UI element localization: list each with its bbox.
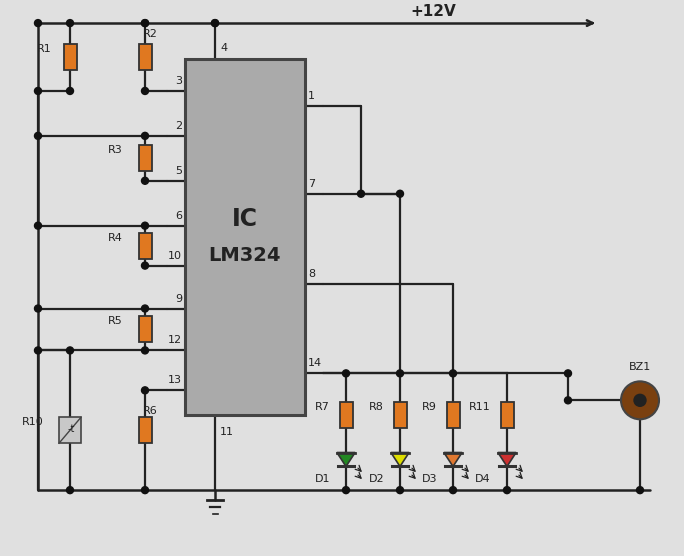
Text: 5: 5 bbox=[175, 166, 182, 176]
Circle shape bbox=[66, 19, 73, 27]
Circle shape bbox=[34, 222, 42, 229]
Circle shape bbox=[343, 370, 350, 377]
Text: D2: D2 bbox=[369, 474, 384, 484]
Circle shape bbox=[142, 19, 148, 27]
Text: 14: 14 bbox=[308, 359, 322, 369]
Bar bbox=[393, 403, 406, 428]
Circle shape bbox=[66, 486, 73, 494]
Circle shape bbox=[621, 381, 659, 419]
Circle shape bbox=[211, 19, 218, 27]
Polygon shape bbox=[337, 453, 355, 466]
Text: R7: R7 bbox=[315, 403, 330, 413]
Text: 10: 10 bbox=[168, 251, 182, 261]
Circle shape bbox=[503, 486, 510, 494]
Circle shape bbox=[397, 486, 404, 494]
Circle shape bbox=[142, 387, 148, 394]
Text: R3: R3 bbox=[108, 145, 123, 155]
Bar bbox=[138, 316, 151, 342]
Circle shape bbox=[358, 190, 365, 197]
Circle shape bbox=[34, 305, 42, 312]
Bar bbox=[64, 44, 77, 70]
Circle shape bbox=[142, 222, 148, 229]
Text: 2: 2 bbox=[175, 121, 182, 131]
Circle shape bbox=[637, 486, 644, 494]
Text: R11: R11 bbox=[469, 403, 491, 413]
Circle shape bbox=[449, 370, 456, 377]
Circle shape bbox=[34, 87, 42, 95]
Circle shape bbox=[634, 394, 646, 406]
Circle shape bbox=[142, 262, 148, 269]
Text: R9: R9 bbox=[422, 403, 437, 413]
Text: BZ1: BZ1 bbox=[629, 363, 651, 373]
Text: R5: R5 bbox=[108, 316, 123, 326]
Text: D4: D4 bbox=[475, 474, 491, 484]
Text: 6: 6 bbox=[175, 211, 182, 221]
Text: 8: 8 bbox=[308, 269, 315, 279]
Text: -t: -t bbox=[67, 424, 75, 434]
Circle shape bbox=[34, 347, 42, 354]
Bar bbox=[138, 44, 151, 70]
Text: D3: D3 bbox=[421, 474, 437, 484]
Text: +12V: +12V bbox=[410, 4, 456, 19]
Circle shape bbox=[397, 190, 404, 197]
Text: 13: 13 bbox=[168, 375, 182, 385]
Text: LM324: LM324 bbox=[209, 246, 281, 265]
Circle shape bbox=[142, 177, 148, 184]
Text: R1: R1 bbox=[37, 44, 52, 54]
Text: R8: R8 bbox=[369, 403, 384, 413]
Circle shape bbox=[142, 19, 148, 27]
Text: R6: R6 bbox=[143, 406, 158, 416]
Text: R10: R10 bbox=[23, 417, 44, 427]
Text: 7: 7 bbox=[308, 179, 315, 188]
Circle shape bbox=[142, 305, 148, 312]
Circle shape bbox=[66, 87, 73, 95]
Text: 4: 4 bbox=[220, 43, 227, 53]
Bar bbox=[138, 418, 151, 443]
Circle shape bbox=[211, 19, 218, 27]
Circle shape bbox=[34, 19, 42, 27]
Bar bbox=[59, 418, 81, 443]
Circle shape bbox=[343, 486, 350, 494]
Text: 9: 9 bbox=[175, 294, 182, 304]
Circle shape bbox=[449, 486, 456, 494]
Polygon shape bbox=[444, 453, 462, 466]
Bar bbox=[185, 59, 305, 415]
Polygon shape bbox=[391, 453, 409, 466]
Bar bbox=[447, 403, 460, 428]
Circle shape bbox=[564, 397, 572, 404]
Circle shape bbox=[34, 132, 42, 140]
Text: IC: IC bbox=[232, 207, 258, 231]
Text: 1: 1 bbox=[308, 91, 315, 101]
Bar bbox=[501, 403, 514, 428]
Bar bbox=[339, 403, 352, 428]
Bar bbox=[138, 232, 151, 259]
Text: D1: D1 bbox=[315, 474, 330, 484]
Bar bbox=[138, 145, 151, 171]
Circle shape bbox=[397, 370, 404, 377]
Circle shape bbox=[564, 370, 572, 377]
Text: 3: 3 bbox=[175, 76, 182, 86]
Circle shape bbox=[142, 486, 148, 494]
Text: 11: 11 bbox=[220, 427, 234, 437]
Text: R2: R2 bbox=[143, 29, 158, 39]
Polygon shape bbox=[498, 453, 516, 466]
Circle shape bbox=[142, 87, 148, 95]
Circle shape bbox=[142, 347, 148, 354]
Circle shape bbox=[66, 347, 73, 354]
Circle shape bbox=[142, 132, 148, 140]
Text: R4: R4 bbox=[108, 232, 123, 242]
Text: 12: 12 bbox=[168, 335, 182, 345]
